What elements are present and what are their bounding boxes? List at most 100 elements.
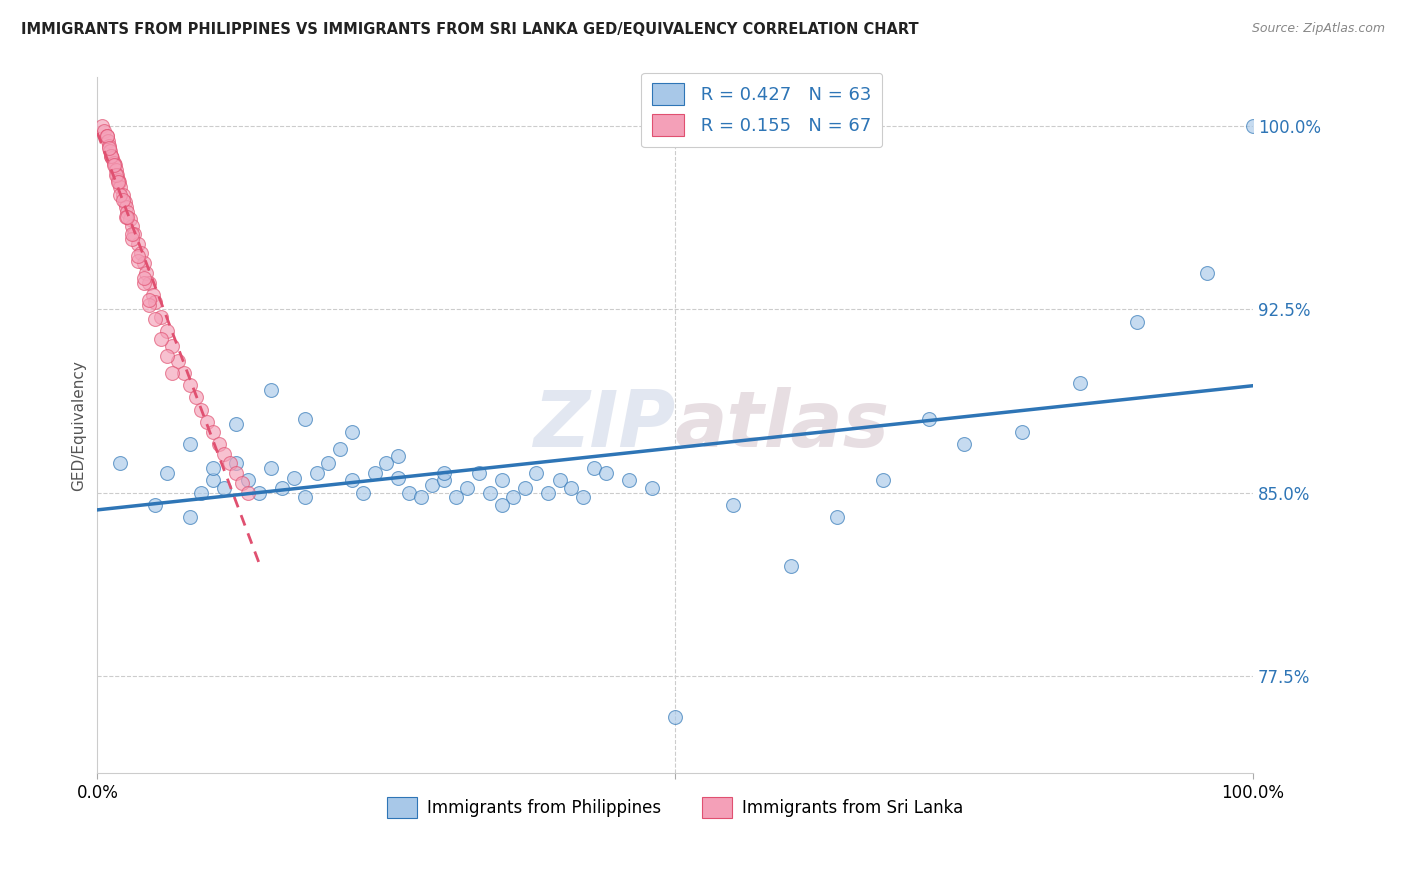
Point	[340, 425, 363, 439]
Point	[104, 168, 127, 182]
Point	[918, 412, 941, 426]
Point	[872, 474, 894, 488]
Point	[132, 270, 155, 285]
Point	[110, 180, 132, 194]
Point	[111, 193, 134, 207]
Point	[111, 187, 134, 202]
Point	[467, 466, 489, 480]
Point	[103, 156, 125, 170]
Point	[409, 491, 432, 505]
Point	[167, 353, 190, 368]
Point	[387, 449, 409, 463]
Point	[97, 134, 120, 148]
Point	[721, 498, 744, 512]
Point	[1126, 315, 1149, 329]
Legend: Immigrants from Philippines, Immigrants from Sri Lanka: Immigrants from Philippines, Immigrants …	[380, 790, 970, 824]
Point	[98, 144, 121, 158]
Point	[107, 173, 129, 187]
Point	[162, 366, 184, 380]
Point	[329, 442, 352, 456]
Point	[779, 558, 801, 573]
Point	[104, 163, 127, 178]
Point	[294, 412, 316, 426]
Point	[149, 332, 172, 346]
Point	[100, 148, 122, 162]
Point	[260, 461, 283, 475]
Point	[117, 204, 139, 219]
Point	[201, 461, 224, 475]
Point	[825, 510, 848, 524]
Point	[190, 402, 212, 417]
Point	[271, 481, 294, 495]
Point	[91, 120, 114, 134]
Point	[100, 148, 122, 162]
Point	[305, 466, 328, 480]
Point	[583, 461, 606, 475]
Y-axis label: GED/Equivalency: GED/Equivalency	[72, 360, 86, 491]
Point	[195, 415, 218, 429]
Point	[156, 466, 179, 480]
Point	[124, 227, 146, 241]
Point	[121, 227, 143, 241]
Point	[162, 339, 184, 353]
Point	[340, 474, 363, 488]
Point	[132, 276, 155, 290]
Point	[121, 232, 143, 246]
Point	[156, 349, 179, 363]
Text: IMMIGRANTS FROM PHILIPPINES VS IMMIGRANTS FROM SRI LANKA GED/EQUIVALENCY CORRELA: IMMIGRANTS FROM PHILIPPINES VS IMMIGRANT…	[21, 22, 918, 37]
Point	[247, 485, 270, 500]
Point	[115, 200, 138, 214]
Point	[104, 158, 127, 172]
Point	[537, 485, 560, 500]
Point	[115, 210, 138, 224]
Point	[219, 456, 242, 470]
Point	[201, 425, 224, 439]
Point	[201, 474, 224, 488]
Point	[107, 176, 129, 190]
Point	[595, 466, 617, 480]
Point	[1069, 376, 1091, 390]
Point	[184, 390, 207, 404]
Point	[617, 474, 640, 488]
Point	[117, 210, 139, 224]
Point	[456, 481, 478, 495]
Point	[138, 297, 160, 311]
Point	[433, 466, 456, 480]
Point	[143, 312, 166, 326]
Point	[110, 187, 132, 202]
Point	[502, 491, 524, 505]
Point	[101, 151, 124, 165]
Point	[127, 253, 149, 268]
Point	[214, 446, 236, 460]
Point	[142, 287, 165, 301]
Point	[97, 141, 120, 155]
Point	[93, 124, 115, 138]
Point	[179, 510, 201, 524]
Point	[114, 194, 136, 209]
Point	[135, 266, 157, 280]
Point	[149, 310, 172, 324]
Point	[560, 481, 582, 495]
Point	[105, 168, 128, 182]
Point	[96, 129, 118, 144]
Point	[1195, 266, 1218, 280]
Point	[479, 485, 502, 500]
Point	[398, 485, 420, 500]
Point	[664, 710, 686, 724]
Point	[121, 219, 143, 234]
Point	[571, 491, 593, 505]
Point	[103, 158, 125, 172]
Point	[173, 366, 195, 380]
Point	[110, 456, 132, 470]
Point	[179, 378, 201, 392]
Point	[138, 293, 160, 307]
Point	[422, 478, 444, 492]
Point	[387, 471, 409, 485]
Point	[375, 456, 398, 470]
Point	[225, 456, 247, 470]
Point	[1011, 425, 1033, 439]
Point	[143, 295, 166, 310]
Point	[526, 466, 548, 480]
Point	[641, 481, 664, 495]
Point	[190, 485, 212, 500]
